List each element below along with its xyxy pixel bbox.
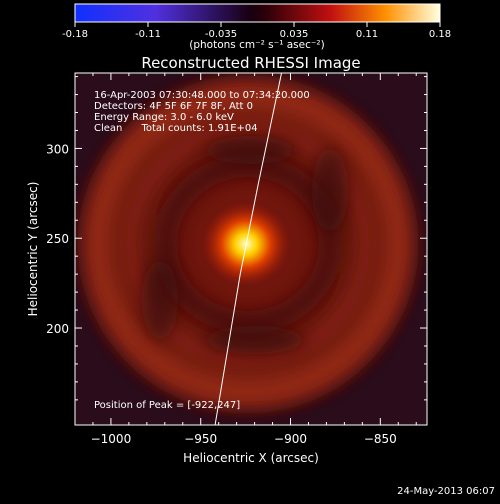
info-line-energy: Energy Range: 3.0 - 6.0 keV xyxy=(94,112,234,123)
colorbar-tick-label: -0.18 xyxy=(62,29,88,40)
info-line-clean: Clean Total counts: 1.91E+04 xyxy=(94,123,258,134)
colorbar xyxy=(74,3,441,23)
x-tick-label: −900 xyxy=(274,432,307,446)
colorbar-ticks: -0.18 -0.11 -0.035 0.035 0.11 0.18 xyxy=(62,22,451,40)
colorbar-tick-label: 0.035 xyxy=(280,29,309,40)
footer-date: 24-May-2013 06:07 xyxy=(397,486,495,497)
y-tick-label: 250 xyxy=(46,232,69,246)
info-line-detectors: Detectors: 4F 5F 6F 7F 8F, Att 0 xyxy=(94,101,253,112)
colorbar-tick-label: 0.11 xyxy=(356,29,378,40)
x-tick-label: −850 xyxy=(364,432,397,446)
heatmap-image xyxy=(75,73,427,425)
info-line-time: 16-Apr-2003 07:30:48.000 to 07:34:20.000 xyxy=(94,90,310,101)
x-axis-label: Heliocentric X (arcsec) xyxy=(183,451,319,465)
solar-limb-line xyxy=(214,73,283,425)
x-tick-label: −1000 xyxy=(91,432,132,446)
x-tick-label: −950 xyxy=(184,432,217,446)
axis-ticks: −1000 −950 −900 −850 200 250 300 xyxy=(46,73,427,446)
peak-position-label: Position of Peak = [-922,247] xyxy=(94,400,240,411)
colorbar-tick-label: -0.11 xyxy=(135,29,161,40)
colorbar-tick-label: 0.18 xyxy=(429,29,451,40)
y-tick-label: 300 xyxy=(46,142,69,156)
colorbar-unit-label: (photons cm⁻² s⁻¹ asec⁻²) xyxy=(189,39,324,51)
colorbar-tick-label: -0.035 xyxy=(205,29,237,40)
plot-frame xyxy=(74,72,428,426)
y-tick-label: 200 xyxy=(46,322,69,336)
chart-title: Reconstructed RHESSI Image xyxy=(141,54,360,72)
observation-info: 16-Apr-2003 07:30:48.000 to 07:34:20.000… xyxy=(94,90,310,134)
y-axis-label: Heliocentric Y (arcsec) xyxy=(26,182,40,317)
